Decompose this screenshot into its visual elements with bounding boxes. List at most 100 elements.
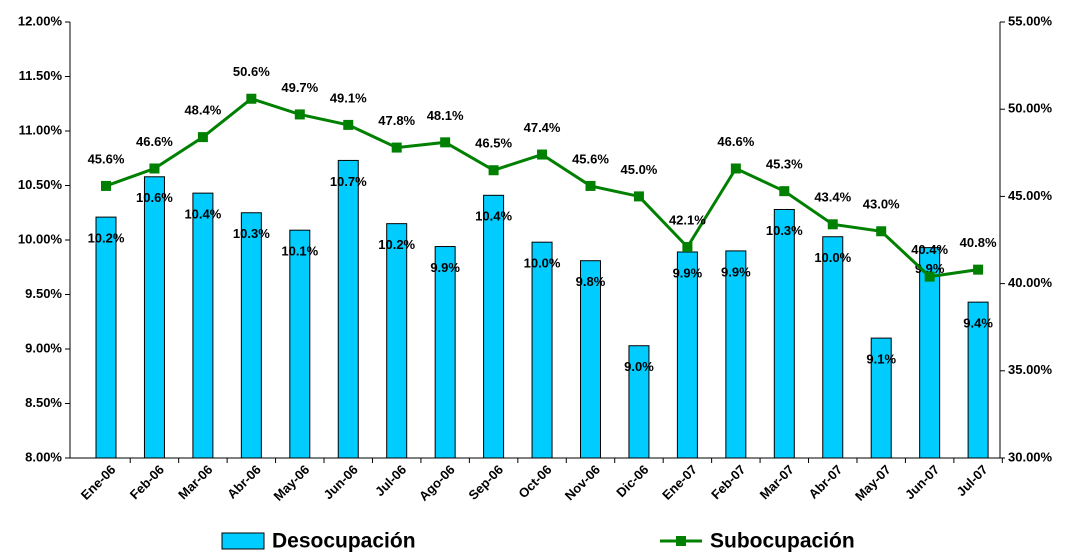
bar (289, 229, 311, 459)
line-value-label: 45.6% (572, 151, 609, 166)
line-value-label: 50.6% (233, 64, 270, 79)
bar (676, 251, 698, 459)
y2-tick-label: 55.00% (1008, 13, 1053, 28)
bar-value-label: 9.1% (866, 352, 896, 367)
line-marker (246, 93, 257, 104)
line-marker (197, 132, 208, 143)
bar-value-label: 9.9% (430, 260, 460, 275)
bar-value-label: 10.3% (233, 226, 270, 241)
line-marker (537, 149, 548, 160)
line-marker (730, 163, 741, 174)
y-tick-label: 10.50% (18, 177, 63, 192)
x-tick-label: Jul-06 (372, 462, 409, 499)
x-tick-label: Abr-07 (806, 462, 846, 502)
bar (192, 192, 214, 459)
line-value-label: 46.6% (717, 134, 754, 149)
bar (434, 246, 456, 459)
y2-tick-label: 50.00% (1008, 101, 1053, 116)
bar (822, 236, 844, 459)
line-marker (101, 180, 111, 191)
bar-value-label: 9.9% (721, 264, 751, 279)
y2-tick-label: 40.00% (1008, 275, 1053, 290)
x-tick-label: Jun-06 (321, 462, 361, 502)
line-value-label: 49.7% (281, 80, 318, 95)
x-tick-label: Jul-07 (953, 462, 990, 499)
bar (531, 241, 553, 459)
line-marker (391, 142, 402, 153)
line-value-label: 40.8% (960, 235, 997, 250)
x-tick-label: May-07 (852, 462, 894, 504)
bar (919, 247, 941, 459)
x-tick-label: Mar-06 (175, 462, 215, 502)
bar (95, 216, 117, 459)
y-tick-label: 8.00% (25, 449, 62, 464)
x-tick-label: Mar-07 (757, 462, 797, 502)
line-value-label: 43.0% (863, 197, 900, 212)
x-tick-label: Oct-06 (515, 462, 554, 501)
bar (240, 212, 262, 459)
x-tick-label: Feb-06 (127, 462, 167, 502)
bar-value-label: 9.8% (576, 274, 606, 289)
bar (725, 250, 747, 459)
bar (580, 260, 601, 459)
bar (483, 194, 505, 459)
line-value-label: 45.0% (621, 162, 658, 177)
bar-value-label: 10.0% (814, 250, 851, 265)
legend-label: Subocupación (710, 530, 855, 553)
x-tick-label: May-06 (271, 462, 313, 504)
x-tick-label: Ene-07 (659, 462, 700, 503)
line-marker (440, 137, 451, 148)
bar-value-label: 10.7% (330, 174, 367, 189)
bar (386, 223, 408, 459)
bar-value-label: 10.2% (88, 231, 125, 246)
bar-value-label: 10.4% (475, 209, 512, 224)
x-tick-label: Sep-06 (465, 462, 506, 503)
y-tick-label: 9.00% (25, 340, 62, 355)
y-tick-label: 12.00% (18, 13, 63, 28)
bar-value-label: 9.0% (624, 359, 654, 374)
line-value-label: 45.6% (88, 151, 125, 166)
x-tick-label: Jun-07 (902, 462, 942, 502)
legend-swatch (221, 532, 265, 550)
bar (870, 337, 892, 459)
y-tick-label: 10.00% (18, 231, 63, 246)
bar-value-label: 10.3% (766, 223, 803, 238)
bar-value-label: 10.1% (281, 244, 318, 259)
y-tick-label: 11.50% (19, 68, 63, 83)
y-tick-label: 8.50% (25, 395, 62, 410)
bar-value-label: 10.4% (184, 207, 221, 222)
line-marker (876, 226, 887, 237)
line-marker (779, 186, 790, 197)
bar (773, 208, 795, 459)
x-tick-label: Ago-06 (416, 462, 458, 504)
line-value-label: 40.4% (911, 242, 948, 257)
line-value-label: 48.4% (184, 103, 221, 118)
line-value-label: 49.1% (330, 90, 367, 105)
y-tick-label: 11.00% (19, 122, 63, 137)
bar (143, 176, 165, 459)
line-marker (633, 191, 644, 202)
line-marker (488, 165, 499, 176)
x-tick-label: Ene-06 (78, 462, 119, 503)
y-tick-label: 9.50% (25, 286, 62, 301)
legend-swatch-marker (676, 536, 686, 546)
line-marker (294, 109, 305, 120)
legend-label: Desocupación (272, 530, 416, 553)
line-value-label: 43.4% (814, 190, 851, 205)
line-marker (973, 264, 984, 275)
bar (337, 159, 359, 459)
line-marker (149, 163, 160, 174)
x-tick-label: Abr-06 (224, 462, 264, 502)
line-value-label: 47.8% (378, 113, 415, 128)
bar (967, 301, 989, 459)
bar-value-label: 9.9% (673, 265, 703, 280)
line-value-label: 48.1% (427, 108, 464, 123)
y2-tick-label: 35.00% (1008, 362, 1053, 377)
x-tick-label: Nov-06 (562, 462, 603, 503)
x-tick-label: Dic-06 (613, 462, 651, 500)
bar (628, 345, 650, 459)
bar-value-label: 10.6% (136, 190, 173, 205)
line-marker (585, 180, 596, 191)
line-marker (827, 219, 838, 230)
